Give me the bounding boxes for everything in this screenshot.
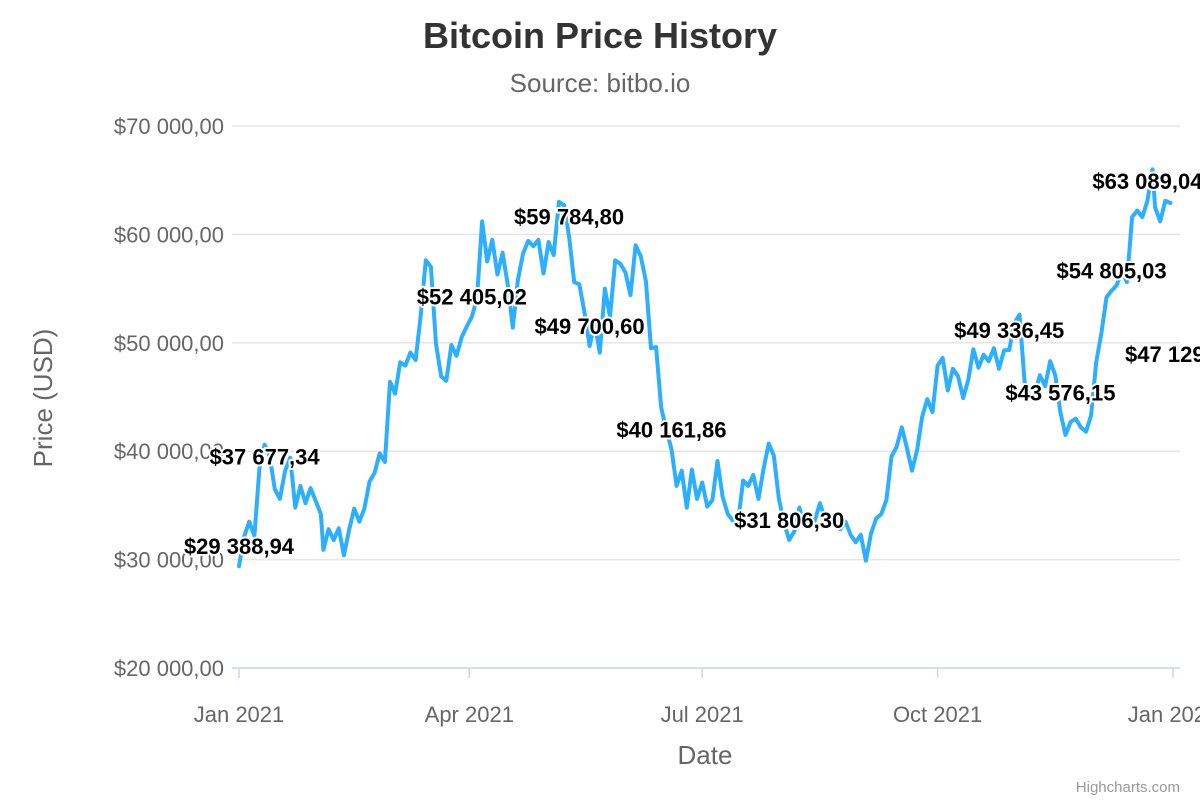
x-tick-label: Jan 2022 [1128,702,1200,727]
x-tick-label: Oct 2021 [893,702,982,727]
y-axis-title: Price (USD) [28,329,58,468]
data-labels: $29 388,94 $37 677,34 $52 405,02 $59 784,80… [182,167,1200,561]
y-axis-tick-labels: $20 000,00 $30 000,00 $40 000,00 $50 000,00… [114,114,224,681]
chart-subtitle: Source: bitbo.io [510,68,691,98]
data-label: $37 677,34 [210,444,321,469]
data-label: $49 700,60 [535,314,645,339]
y-tick-label: $60 000,00 [114,222,224,247]
series-line[interactable] [237,167,1173,569]
data-label: $43 576,15 [1005,380,1115,405]
y-tick-label: $50 000,00 [114,331,224,356]
credits-link[interactable]: Highcharts.com [1076,779,1180,796]
x-tick-label: Jul 2021 [661,702,744,727]
data-label: $31 806,30 [734,508,844,533]
x-axis [232,667,1180,678]
chart-title: Bitcoin Price History [423,15,777,56]
data-label: $49 336,45 [954,318,1064,343]
x-axis-tick-labels: Jan 2021 Apr 2021 Jul 2021 Oct 2021 Jan 2022 [194,702,1200,727]
x-tick-label: Apr 2021 [425,702,514,727]
y-tick-label: $70 000,00 [114,114,224,139]
data-label: $52 405,02 [417,285,527,310]
data-label: $29 388,94 [184,534,295,559]
data-label: $54 805,03 [1057,259,1167,284]
data-label: $40 161,86 [616,417,726,442]
x-axis-title: Date [678,740,733,770]
data-label: $63 089,04 [1092,169,1200,194]
data-label: $47 129, [1125,342,1200,367]
series-layer [237,167,1173,569]
x-tick-label: Jan 2021 [194,702,285,727]
y-tick-label: $40 000,00 [114,439,224,464]
data-label: $59 784,80 [514,205,624,230]
y-tick-label: $30 000,00 [114,548,224,573]
y-gridlines [232,125,1180,561]
y-tick-label: $20 000,00 [114,656,224,681]
